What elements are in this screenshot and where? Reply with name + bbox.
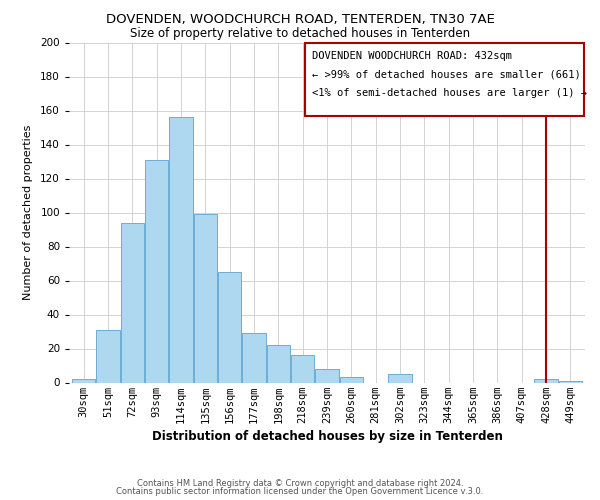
Text: Contains HM Land Registry data © Crown copyright and database right 2024.: Contains HM Land Registry data © Crown c… (137, 478, 463, 488)
Text: ← >99% of detached houses are smaller (661): ← >99% of detached houses are smaller (6… (313, 70, 581, 80)
X-axis label: Distribution of detached houses by size in Tenterden: Distribution of detached houses by size … (152, 430, 502, 442)
Y-axis label: Number of detached properties: Number of detached properties (23, 125, 33, 300)
Bar (559, 381, 582, 382)
Bar (388, 374, 412, 382)
Bar (145, 160, 168, 382)
Bar (316, 369, 338, 382)
FancyBboxPatch shape (305, 42, 584, 116)
Bar (169, 118, 193, 382)
Text: <1% of semi-detached houses are larger (1) →: <1% of semi-detached houses are larger (… (313, 88, 587, 99)
Bar (121, 222, 144, 382)
Text: Size of property relative to detached houses in Tenterden: Size of property relative to detached ho… (130, 28, 470, 40)
Bar (535, 379, 557, 382)
Bar (340, 378, 363, 382)
Text: DOVENDEN WOODCHURCH ROAD: 432sqm: DOVENDEN WOODCHURCH ROAD: 432sqm (313, 51, 512, 61)
Bar (242, 333, 266, 382)
Bar (194, 214, 217, 382)
Bar (97, 330, 119, 382)
Bar (72, 379, 95, 382)
Text: DOVENDEN, WOODCHURCH ROAD, TENTERDEN, TN30 7AE: DOVENDEN, WOODCHURCH ROAD, TENTERDEN, TN… (106, 12, 494, 26)
Text: Contains public sector information licensed under the Open Government Licence v.: Contains public sector information licen… (116, 487, 484, 496)
Bar (267, 345, 290, 383)
Bar (218, 272, 241, 382)
Bar (291, 356, 314, 382)
